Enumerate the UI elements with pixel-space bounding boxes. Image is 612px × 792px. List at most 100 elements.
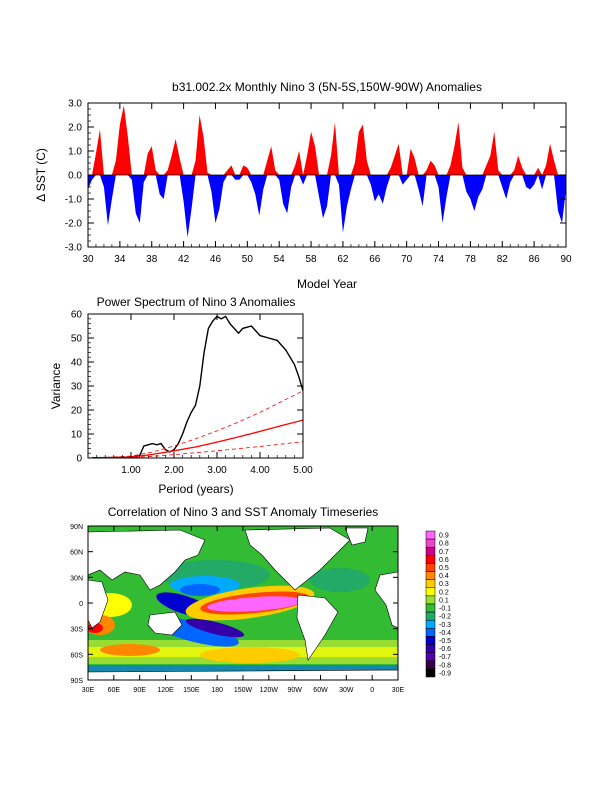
colorbar-label: -0.4 [439, 630, 451, 637]
colorbar-swatch [425, 571, 436, 580]
y-tick-label: -2.0 [65, 219, 83, 230]
colorbar-swatch [425, 595, 436, 605]
lon-tick-label: 180 [211, 687, 223, 694]
x-tick-label: 3.00 [207, 465, 227, 476]
x-tick-label: 90 [560, 254, 572, 265]
colorbar-swatch [425, 530, 436, 540]
x-tick-label: 62 [337, 254, 349, 265]
colorbar-label: -0.8 [439, 662, 451, 669]
lon-tick-label: 90W [287, 687, 302, 694]
x-tick-label: 2.00 [164, 465, 184, 476]
colorbar-swatch [425, 660, 436, 670]
timeseries-axes: 30 34 38 42 46 50 54 58 62 66 70 74 78 82 86 90 3.0 2.0 1.… [65, 99, 572, 266]
timeseries-title: b31.002.2x Monthly Nino 3 (5N-5S,150W-90… [172, 80, 482, 94]
colorbar-swatch [425, 546, 436, 556]
y-tick-label: 0 [76, 454, 82, 465]
colorbar-label: -0.7 [439, 654, 451, 661]
colorbar-label: 0.7 [439, 549, 449, 556]
x-tick-label: 54 [274, 254, 286, 265]
x-tick-label: 58 [306, 254, 318, 265]
colorbar-swatch [425, 636, 436, 645]
lon-tick-label: 60E [108, 687, 121, 694]
colorbar-swatch [425, 563, 436, 572]
colorbar-label: -0.1 [439, 606, 451, 613]
lat-tick-label: 60N [70, 550, 83, 557]
nino3-timeseries-panel: b31.002.2x Monthly Nino 3 (5N-5S,150W-90… [34, 80, 572, 291]
lat-tick-label: 30S [71, 627, 84, 634]
colorbar-label: -0.3 [439, 622, 451, 629]
x-tick-label: 70 [401, 254, 413, 265]
y-tick-label: 30 [71, 382, 83, 393]
colorbar-swatch [425, 644, 436, 653]
colorbar-swatch [425, 668, 436, 678]
colorbar-swatch [425, 603, 436, 613]
lon-tick-label: 90E [133, 687, 146, 694]
lon-tick-label: 30E [392, 687, 405, 694]
x-tick-label: 5.00 [293, 465, 313, 476]
map-axes: 90N 60N 30N 0 30S 60S 90S 30E 60E 90E 120E 150E 180 1… [70, 524, 404, 694]
x-tick-label: 78 [465, 254, 477, 265]
spectrum-line-dashed-red [92, 390, 303, 458]
negative-anomaly-area [88, 175, 566, 238]
timeseries-xlabel: Model Year [297, 277, 357, 291]
y-tick-label: 0.0 [68, 171, 82, 182]
x-tick-label: 66 [369, 254, 381, 265]
lon-tick-label: 120W [260, 687, 279, 694]
x-tick-label: 82 [497, 254, 509, 265]
lon-tick-label: 0 [370, 687, 374, 694]
spectrum-line-dashed-red [92, 441, 303, 458]
colorbar-label: -0.2 [439, 614, 451, 621]
colorbar-swatch [425, 628, 436, 637]
colorbar-label: 0.5 [439, 565, 449, 572]
y-tick-label: 1.0 [68, 147, 82, 158]
power-spectrum-panel: Power Spectrum of Nino 3 Anomalies 1.00 2… [49, 295, 313, 496]
colorbar-swatch [425, 579, 436, 589]
lon-tick-label: 30W [339, 687, 354, 694]
colorbar-swatch [425, 555, 436, 564]
colorbar-label: 0.9 [439, 533, 449, 540]
spectrum-line-solid-red [92, 419, 303, 458]
x-tick-label: 50 [242, 254, 254, 265]
x-tick-label: 4.00 [250, 465, 270, 476]
colorbar-swatch [425, 587, 436, 597]
x-tick-label: 1.00 [121, 465, 141, 476]
colorbar-label: 0.8 [439, 541, 449, 548]
x-tick-label: 74 [433, 254, 445, 265]
spectrum-line-solid-black [92, 315, 303, 458]
spectrum-title: Power Spectrum of Nino 3 Anomalies [97, 295, 296, 309]
colorbar-label: -0.9 [439, 670, 451, 677]
colorbar-label: -0.5 [439, 638, 451, 645]
y-tick-label: -3.0 [65, 243, 83, 254]
lon-tick-label: 150E [183, 687, 200, 694]
correlation-map-panel: Correlation of Nino 3 and SST Anomaly Ti… [70, 505, 451, 694]
colorbar-label: -0.6 [439, 646, 451, 653]
x-tick-label: 30 [82, 254, 94, 265]
colorbar: 0.90.80.70.60.50.40.30.20.1-0.1-0.2-0.3-… [425, 530, 451, 678]
spectrum-axes: 1.00 2.00 3.00 4.00 5.00 0 10 20 30 40 50 60 [71, 310, 313, 477]
x-tick-label: 34 [114, 254, 126, 265]
x-tick-label: 42 [178, 254, 190, 265]
colorbar-label: 0.2 [439, 589, 449, 596]
lon-tick-label: 30E [82, 687, 95, 694]
x-tick-label: 46 [210, 254, 222, 265]
colorbar-swatch [425, 652, 436, 662]
lat-tick-label: 60S [71, 652, 84, 659]
lon-tick-label: 60W [313, 687, 328, 694]
y-tick-label: 10 [71, 430, 83, 441]
y-tick-label: -1.0 [65, 195, 83, 206]
spectrum-ylabel: Variance [49, 362, 63, 409]
colorbar-swatch [425, 619, 436, 629]
lat-tick-label: 30N [70, 575, 83, 582]
lat-tick-label: 90S [71, 678, 84, 685]
colorbar-label: 0.4 [439, 573, 449, 580]
colorbar-swatch [425, 538, 436, 548]
timeseries-ylabel: Δ SST (C) [34, 148, 48, 202]
colorbar-swatch [425, 611, 436, 621]
lon-tick-label: 120E [157, 687, 174, 694]
lat-tick-label: 0 [79, 601, 83, 608]
lon-tick-label: 150W [234, 687, 253, 694]
y-tick-label: 50 [71, 334, 83, 345]
y-tick-label: 60 [71, 310, 83, 321]
y-tick-label: 2.0 [68, 123, 82, 134]
